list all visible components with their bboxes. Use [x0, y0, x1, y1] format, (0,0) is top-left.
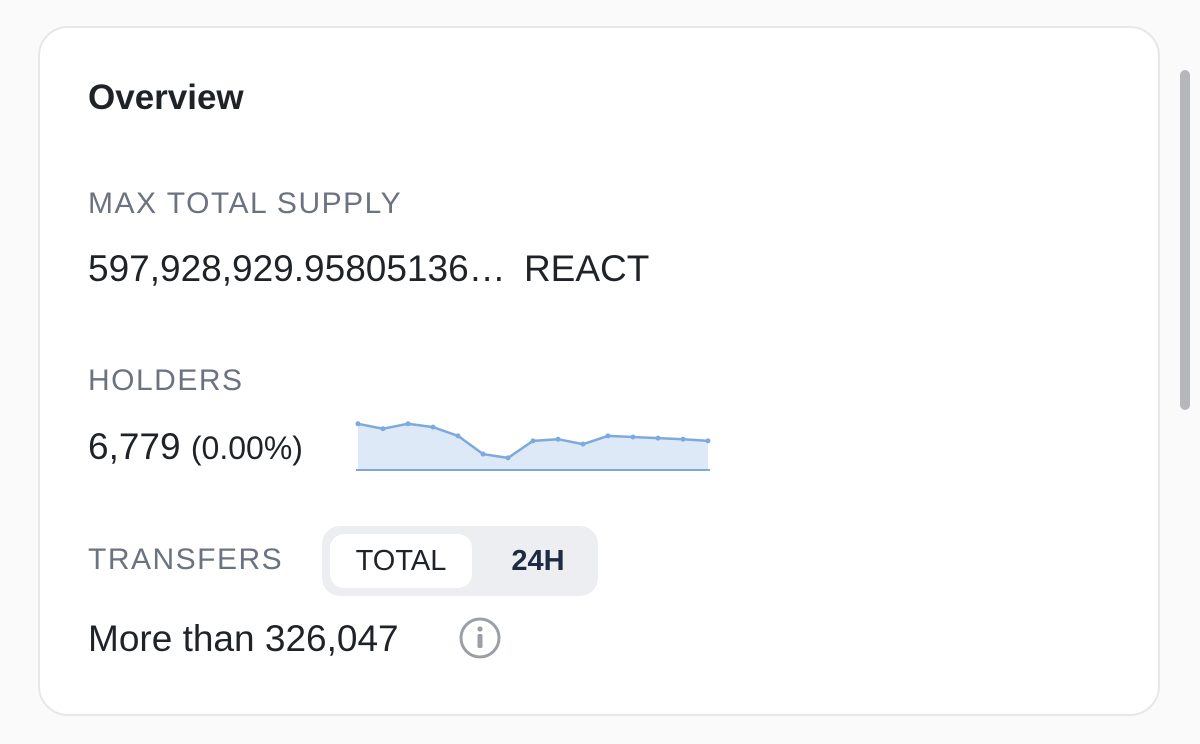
sparkline-point	[430, 424, 436, 430]
sparkline-point	[680, 436, 686, 442]
transfers-value: More than 326,047	[88, 618, 399, 659]
sparkline-point	[355, 421, 361, 427]
holders-label: HOLDERS	[88, 364, 244, 397]
overview-card	[38, 26, 1160, 716]
sparkline-point	[705, 438, 711, 444]
card-title: Overview	[88, 78, 244, 117]
sparkline-area	[358, 423, 708, 470]
holders-number: 6,779	[88, 426, 181, 467]
transfers-toggle: TOTAL 24H	[322, 526, 598, 596]
sparkline-point	[530, 438, 536, 444]
holders-sparkline	[355, 421, 711, 471]
sparkline-point	[455, 433, 461, 439]
sparkline-point	[380, 426, 386, 432]
tab-total[interactable]: TOTAL	[330, 534, 472, 588]
sparkline-point	[655, 435, 661, 441]
sparkline-point	[580, 441, 586, 447]
supply-value: 597,928,929.95805136… REACT	[88, 248, 649, 290]
sparkline-point	[605, 433, 611, 439]
info-icon[interactable]	[458, 616, 502, 660]
sparkline-point	[480, 451, 486, 457]
supply-number: 597,928,929.95805136…	[88, 248, 506, 289]
tab-24h[interactable]: 24H	[511, 545, 565, 577]
scrollbar[interactable]	[1180, 70, 1190, 410]
sparkline-point	[630, 434, 636, 440]
sparkline-point	[405, 421, 411, 427]
supply-unit: REACT	[523, 248, 650, 289]
sparkline-point	[555, 436, 561, 442]
transfers-label: TRANSFERS	[88, 543, 284, 576]
sparkline-point	[505, 455, 511, 461]
holders-value: 6,779 (0.00%)	[88, 426, 303, 468]
supply-label: MAX TOTAL SUPPLY	[88, 187, 403, 220]
holders-change: (0.00%)	[190, 430, 303, 466]
